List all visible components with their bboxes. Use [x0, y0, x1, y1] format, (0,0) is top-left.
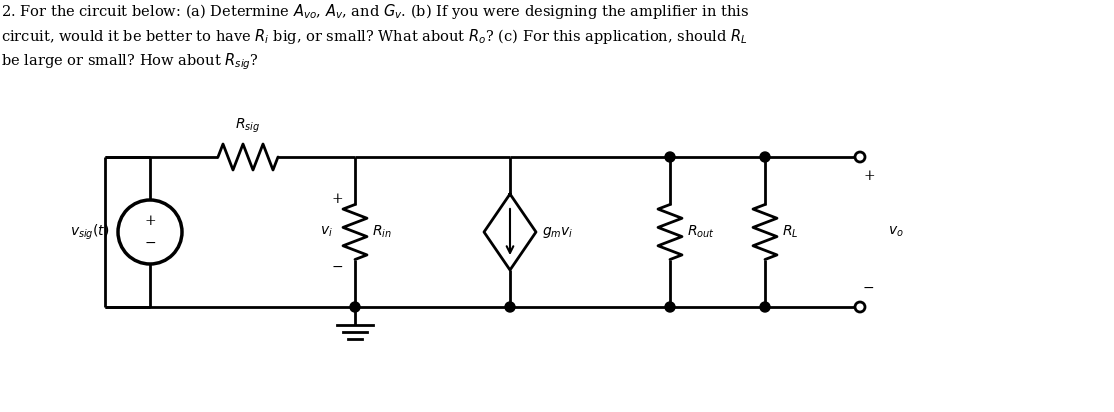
- Circle shape: [760, 302, 770, 312]
- Text: 2. For the circuit below: (a) Determine $A_{vo}$, $A_v$, and $G_v$. (b) If you w: 2. For the circuit below: (a) Determine …: [1, 2, 749, 72]
- Text: $v_o$: $v_o$: [888, 225, 903, 239]
- Text: +: +: [144, 214, 156, 228]
- Circle shape: [856, 302, 864, 312]
- Text: +: +: [331, 192, 343, 206]
- Text: +: +: [863, 169, 874, 183]
- Text: $v_i$: $v_i$: [320, 225, 333, 239]
- Text: −: −: [144, 236, 156, 250]
- Text: −: −: [863, 281, 874, 295]
- Circle shape: [856, 152, 864, 162]
- Text: $v_{sig}(t)$: $v_{sig}(t)$: [70, 222, 110, 242]
- Text: $R_{in}$: $R_{in}$: [372, 224, 392, 240]
- Text: $R_{out}$: $R_{out}$: [687, 224, 715, 240]
- Circle shape: [350, 302, 360, 312]
- Circle shape: [665, 302, 675, 312]
- Circle shape: [665, 152, 675, 162]
- Text: −: −: [331, 260, 343, 274]
- Text: $g_m v_i$: $g_m v_i$: [543, 225, 574, 239]
- Text: $R_L$: $R_L$: [782, 224, 799, 240]
- Text: $R_{sig}$: $R_{sig}$: [235, 117, 261, 135]
- Circle shape: [505, 302, 515, 312]
- Circle shape: [760, 152, 770, 162]
